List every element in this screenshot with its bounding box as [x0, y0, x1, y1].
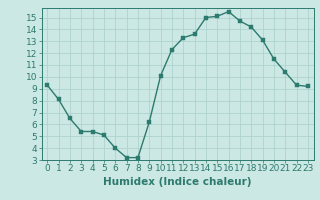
- X-axis label: Humidex (Indice chaleur): Humidex (Indice chaleur): [103, 177, 252, 187]
